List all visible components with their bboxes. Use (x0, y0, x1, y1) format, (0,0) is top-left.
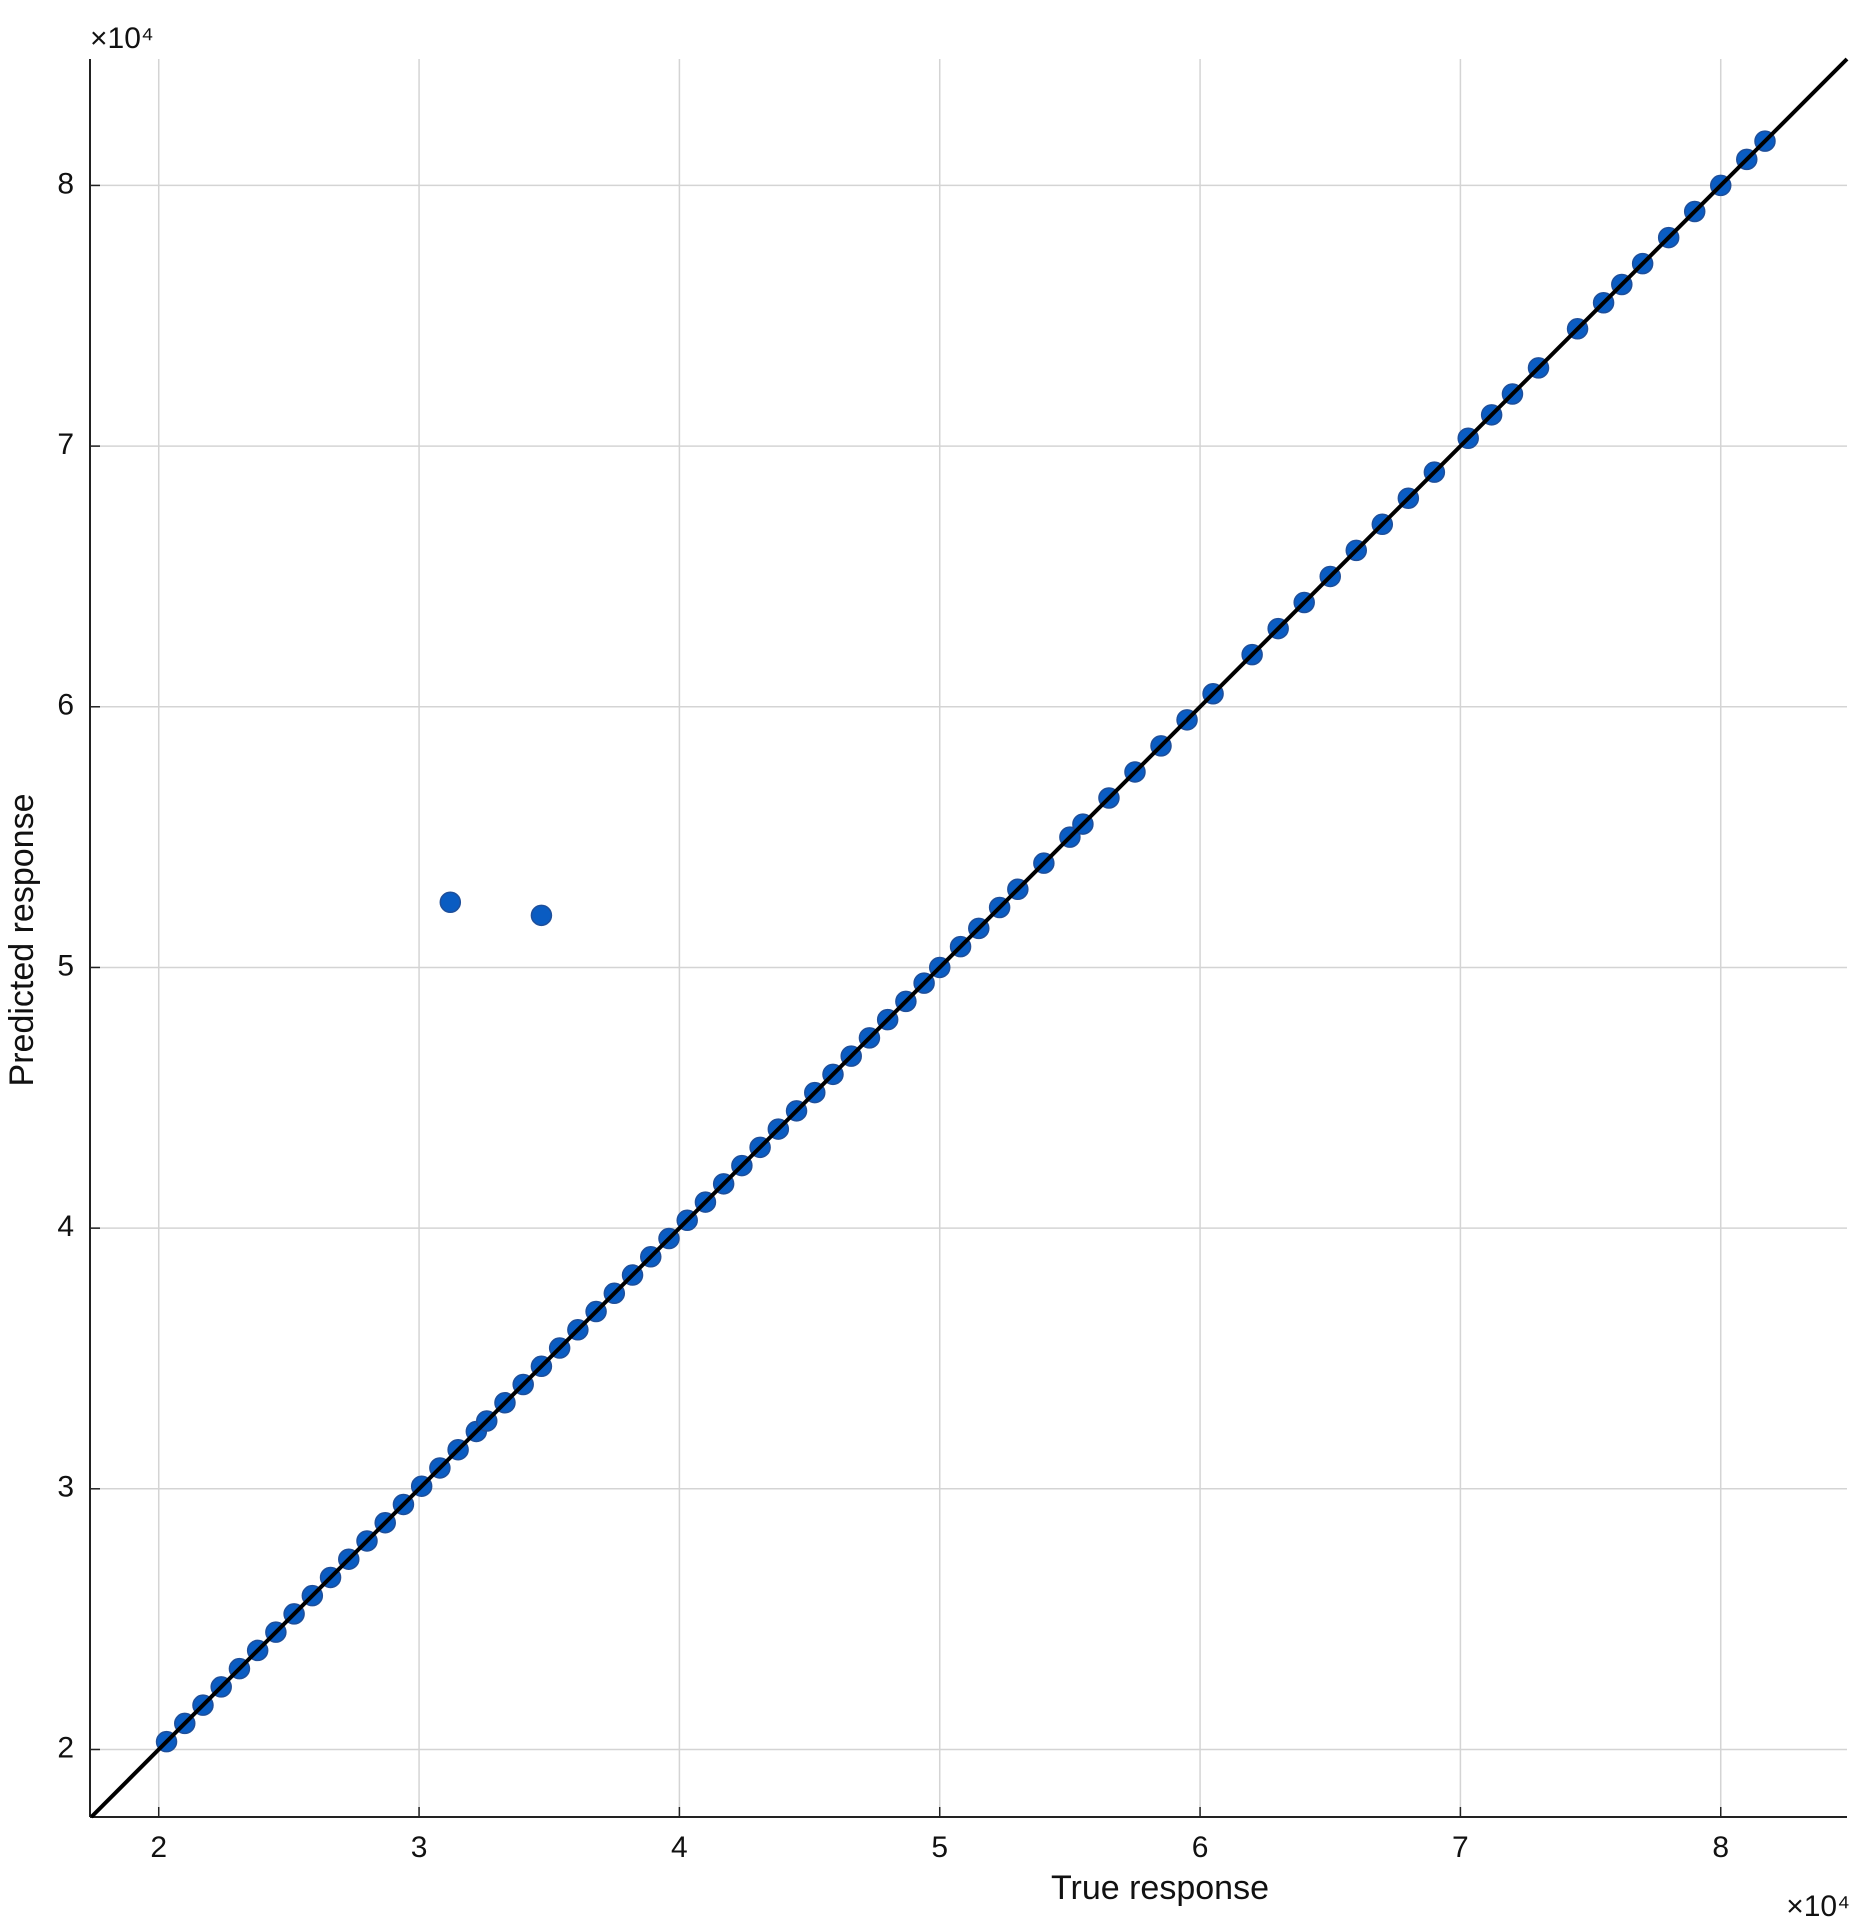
x-tick-label: 4 (671, 1831, 688, 1864)
y-tick-label: 3 (57, 1471, 74, 1504)
reference-line (89, 57, 1849, 1819)
y-tick-label: 2 (57, 1731, 74, 1764)
y-tick-label: 4 (57, 1210, 74, 1243)
x-axis-label: True response (1051, 1869, 1269, 1907)
x-tick-label: 6 (1192, 1831, 1209, 1864)
x-tick-label: 3 (411, 1831, 428, 1864)
y-tick-label: 6 (57, 689, 74, 722)
y-multiplier: ×10⁴ (90, 22, 154, 55)
x-tick-label: 8 (1712, 1831, 1729, 1864)
y-tick-label: 7 (57, 428, 74, 461)
x-tick-label: 5 (931, 1831, 948, 1864)
y-tick-label: 8 (57, 167, 74, 200)
scatter-point (530, 904, 553, 927)
x-multiplier: ×10⁴ (1786, 1890, 1850, 1923)
y-tick-label: 5 (57, 949, 74, 982)
y-axis-label: Predicted response (3, 794, 41, 1087)
x-tick-label: 7 (1452, 1831, 1469, 1864)
x-tick-label: 2 (150, 1831, 167, 1864)
scatter-point (439, 891, 462, 914)
